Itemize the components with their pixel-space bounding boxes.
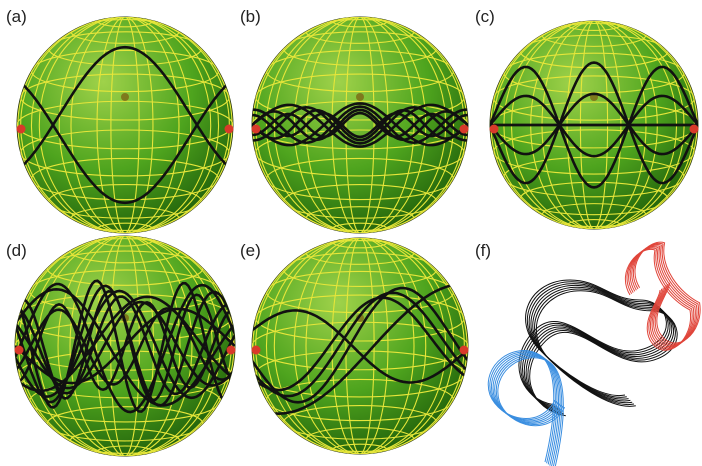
sphere-body bbox=[252, 17, 468, 233]
red-ribbon bbox=[625, 242, 700, 350]
fixed-point bbox=[15, 346, 24, 355]
figure: (a) (b) (c) (d) (e) (f) bbox=[0, 0, 702, 466]
fixed-point bbox=[252, 346, 261, 355]
sphere bbox=[490, 19, 699, 232]
panel-label: (a) bbox=[6, 7, 27, 26]
pole-dot bbox=[356, 93, 364, 101]
fixed-point bbox=[227, 346, 236, 355]
fixed-point bbox=[252, 125, 261, 134]
sphere bbox=[252, 15, 469, 236]
panel-label: (f) bbox=[475, 241, 491, 260]
fixed-point bbox=[690, 125, 699, 134]
fixed-point bbox=[490, 125, 499, 134]
black-ribbon bbox=[519, 280, 677, 416]
fixed-point bbox=[17, 125, 26, 134]
panel-label: (e) bbox=[240, 241, 261, 260]
panel-label: (b) bbox=[240, 7, 261, 26]
panel-label: (c) bbox=[475, 7, 495, 26]
sphere bbox=[252, 236, 469, 457]
fixed-point bbox=[225, 125, 234, 134]
sphere bbox=[17, 15, 234, 236]
fixed-point bbox=[460, 125, 469, 134]
sphere bbox=[15, 233, 236, 458]
panel-label: (d) bbox=[6, 241, 27, 260]
pole-dot bbox=[121, 93, 129, 101]
fixed-point bbox=[460, 346, 469, 355]
sphere-body bbox=[17, 17, 233, 233]
